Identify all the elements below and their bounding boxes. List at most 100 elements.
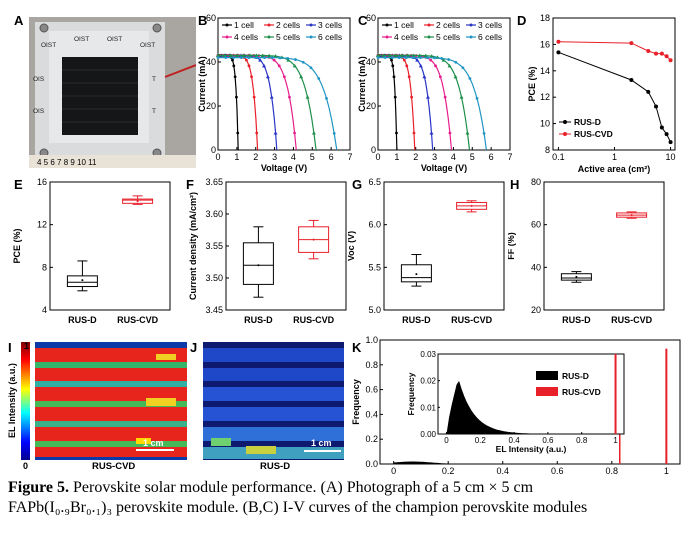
inset-y-tick-label: 0.02 [420, 377, 436, 386]
oist-label-4: OIST [140, 42, 155, 49]
el-maps: 1 0 EL Intensity (a.u.) 1 cm RUS-CVD 1 c… [7, 341, 344, 472]
x-tick-label: 0 [375, 152, 380, 162]
category-label: RUS-CVD [293, 315, 335, 325]
iv-point [415, 58, 420, 62]
iv-point [309, 66, 313, 70]
category-label: RUS-D [562, 315, 591, 325]
legend-entry: 2 cells [276, 20, 300, 30]
y-tick-label: 6.0 [368, 220, 381, 230]
iv-point [252, 95, 256, 99]
oist-label-8: T [152, 108, 156, 115]
iv-point [228, 53, 233, 57]
iv-point [423, 53, 428, 58]
iv-point [247, 64, 251, 68]
y-axis-label: Frequency [351, 379, 361, 425]
x-tick-label: 2 [253, 152, 258, 162]
legend-marker [563, 120, 567, 124]
y-tick-label: 5.0 [368, 305, 381, 315]
iv-point [440, 56, 444, 60]
plot-frame [217, 17, 351, 151]
iv-curve-6 [218, 57, 338, 151]
iv-point [426, 56, 429, 60]
box-mean [312, 238, 315, 241]
chart-g-voc-box: 5.0 5.5 6.0 6.5 Voc (V) RUS-D RUS-CVD [348, 177, 505, 325]
x-tick-label: 0.2 [442, 466, 455, 476]
y-tick-label: 0 [211, 145, 216, 155]
iv-point [429, 58, 433, 62]
category-label: RUS-CVD [451, 315, 493, 325]
y-tick-label: 3.50 [205, 273, 223, 283]
legend-entry: RUS-CVD [562, 387, 601, 397]
panel-label-h: H [510, 177, 520, 192]
y-axis-label: Voc (V) [348, 231, 356, 261]
y-tick-label: 40 [366, 57, 376, 67]
iv-point [482, 132, 486, 135]
x-tick-label: 6 [329, 152, 334, 162]
y-tick-label: 18 [540, 13, 550, 23]
iv-point [417, 53, 422, 57]
iv-point [269, 95, 274, 99]
iv-point [387, 53, 392, 57]
legend-entry: 6 cells [478, 32, 502, 42]
x-tick-label: 1 [394, 152, 399, 162]
iv-point [422, 74, 427, 79]
iv-point [376, 56, 380, 59]
oist-label-6: T [152, 76, 156, 83]
iv-point [239, 56, 243, 60]
y-tick-label: 40 [206, 57, 216, 67]
iv-point [407, 75, 411, 79]
category-label: RUS-D [402, 315, 431, 325]
inset-x-tick-label: 0 [444, 436, 449, 445]
inset-y-tick-label: 0.03 [420, 350, 436, 359]
iv-point [288, 95, 291, 99]
iv-point [293, 131, 296, 135]
iv-point [235, 95, 238, 99]
category-label: RUS-D [68, 315, 97, 325]
box-rus-d [66, 275, 98, 288]
data-point [664, 54, 669, 59]
legend-marker [309, 23, 313, 27]
panel-label-e: E [14, 177, 23, 192]
colorbar-axis-label: EL Intensity (a.u.) [7, 363, 17, 438]
iv-point [216, 56, 220, 59]
iv-point [245, 58, 248, 62]
legend-entry: 4 cells [394, 32, 418, 42]
legend-entry: 2 cells [436, 20, 460, 30]
data-point [659, 51, 664, 56]
inset-x-axis-label: EL Intensity (a.u.) [496, 444, 567, 454]
x-tick-label: 0.8 [606, 466, 619, 476]
box-mean [630, 214, 633, 217]
chart-k-histogram: 0 0.2 0.4 0.6 0.8 1 0.0 0.2 0.4 0.6 0.8 1.0 EL Inten… [351, 336, 681, 476]
inset-x-tick-label: 0.4 [509, 436, 521, 445]
x-tick-label: 5 [310, 152, 315, 162]
chart-c-iv-ruscvd: 0 1 2 3 4 5 6 7 0 20 40 60 Voltage (V) Current (mA) 1 … [357, 13, 513, 173]
scale-bar-label-i: 1 cm [143, 438, 164, 448]
iv-curve-5 [218, 54, 317, 151]
iv-curve-4 [378, 54, 453, 151]
x-tick-label: 4 [451, 152, 456, 162]
legend-marker [385, 23, 389, 27]
iv-point [216, 53, 220, 57]
iv-point [258, 58, 263, 62]
iv-point [454, 60, 458, 64]
category-label: RUS-D [244, 315, 273, 325]
plot-frame [543, 181, 665, 311]
iv-point [273, 54, 278, 58]
panel-label-g: G [352, 177, 363, 192]
iv-point [393, 95, 397, 99]
legend-marker [225, 35, 229, 39]
iv-point [235, 53, 240, 57]
iv-point [447, 63, 452, 68]
iv-point [429, 54, 434, 58]
caption-line-1-text: Perovskite solar module performance. (A)… [69, 479, 534, 496]
iv-curve-5 [378, 54, 471, 151]
inset-hist-rus-d [446, 381, 599, 434]
iv-point [277, 64, 281, 68]
y-tick-label: 12 [540, 92, 550, 102]
y-tick-label: 12 [37, 220, 47, 230]
y-tick-label: 5.5 [368, 262, 381, 272]
iv-point [411, 56, 415, 60]
data-point [646, 89, 651, 94]
y-tick-label: 0 [371, 145, 376, 155]
y-axis-label: FF (%) [508, 232, 516, 260]
